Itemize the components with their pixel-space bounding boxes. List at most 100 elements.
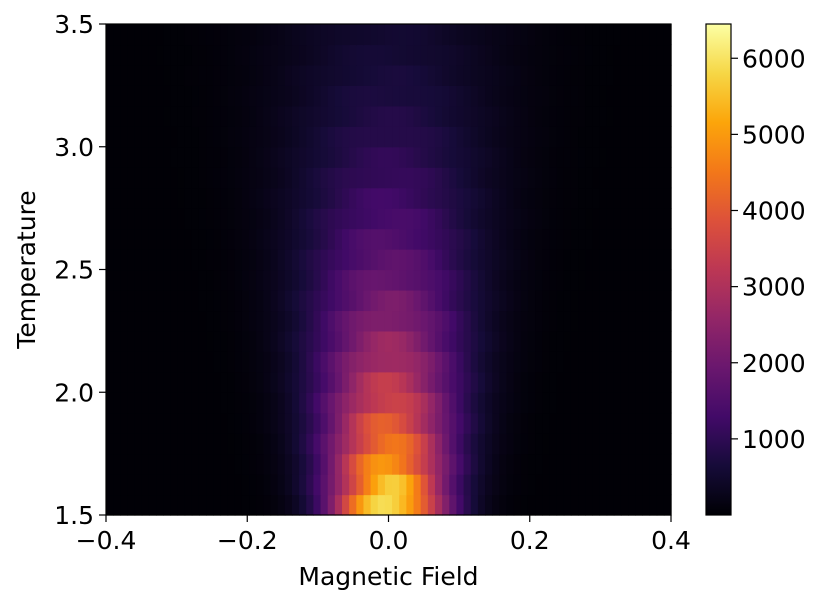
heatmap-cell (563, 44, 572, 66)
heatmap-cell (184, 85, 193, 107)
heatmap-cell (349, 187, 357, 209)
heatmap-cell (327, 208, 336, 230)
heatmap-cell (442, 269, 450, 291)
heatmap-cell (284, 24, 293, 46)
heatmap-cell (213, 249, 222, 271)
heatmap-cell (649, 474, 658, 496)
heatmap-cell (141, 494, 150, 516)
heatmap-cell (556, 371, 565, 393)
heatmap-cell (206, 330, 214, 352)
heatmap-cell (156, 64, 164, 86)
heatmap-cell (399, 412, 407, 434)
heatmap-cell (513, 85, 522, 107)
heatmap-cell (449, 249, 458, 271)
heatmap-cell (349, 208, 357, 230)
heatmap-cell (120, 330, 129, 352)
heatmap-cell (148, 126, 157, 148)
heatmap-cell (499, 269, 508, 291)
heatmap-cell (578, 392, 586, 414)
heatmap-cell (249, 330, 257, 352)
heatmap-cell (613, 494, 622, 516)
heatmap-cell (492, 433, 500, 455)
heatmap-cell (434, 85, 443, 107)
heatmap-cell (463, 269, 472, 291)
heatmap-cell (384, 494, 393, 516)
heatmap-cell (156, 392, 164, 414)
heatmap-cell (620, 167, 629, 189)
heatmap-cell (327, 289, 336, 312)
heatmap-cell (177, 208, 186, 230)
heatmap-cell (592, 412, 601, 434)
heatmap-cell (456, 228, 465, 250)
heatmap-cell (184, 105, 193, 127)
heatmap-cell (477, 494, 486, 516)
heatmap-cell (485, 392, 493, 414)
heatmap-cell (477, 392, 486, 414)
heatmap-cell (134, 412, 143, 434)
heatmap-cell (327, 392, 336, 414)
heatmap-cell (163, 105, 171, 127)
heatmap-cell (113, 167, 121, 189)
heatmap-cell (313, 453, 322, 475)
heatmap-cell (120, 433, 129, 455)
heatmap-cell (570, 392, 579, 414)
heatmap-cell (513, 371, 522, 393)
heatmap-cell (434, 330, 443, 352)
heatmap-cell (549, 330, 558, 352)
heatmap-cell (206, 392, 214, 414)
heatmap-cell (399, 289, 407, 312)
heatmap-cell (320, 412, 329, 434)
heatmap-cell (306, 453, 314, 475)
heatmap-cell (148, 249, 157, 271)
heatmap-cell (470, 371, 479, 393)
heatmap-cell (327, 494, 336, 516)
heatmap-cell (134, 351, 143, 373)
heatmap-cell (220, 310, 229, 332)
heatmap-cell (599, 433, 608, 455)
heatmap-cell (649, 330, 658, 352)
heatmap-cell (291, 105, 300, 127)
heatmap-cell (198, 105, 207, 127)
heatmap-cell (234, 187, 243, 209)
heatmap-cell (299, 146, 307, 168)
heatmap-cell (549, 146, 558, 168)
heatmap-cell (363, 208, 372, 230)
heatmap-cell (156, 412, 164, 434)
heatmap-cell (384, 269, 393, 291)
heatmap-cell (320, 228, 329, 250)
heatmap-cell (334, 330, 343, 352)
heatmap-cell (234, 474, 243, 496)
heatmap-cell (463, 126, 472, 148)
heatmap-cell (191, 208, 200, 230)
heatmap-cell (156, 167, 164, 189)
heatmap-cell (270, 85, 279, 107)
heatmap-cell (113, 187, 121, 209)
heatmap-cell (263, 351, 272, 373)
heatmap-cell (427, 433, 436, 455)
heatmap-cell (434, 494, 443, 516)
heatmap-cell (234, 44, 243, 66)
heatmap-cell (184, 330, 193, 352)
heatmap-cell (620, 371, 629, 393)
heatmap-cell (342, 474, 350, 496)
heatmap-cell (363, 126, 372, 148)
heatmap-cell (363, 167, 372, 189)
heatmap-cell (342, 105, 350, 127)
heatmap-cell (556, 146, 565, 168)
heatmap-cell (120, 167, 129, 189)
heatmap-cell (649, 310, 658, 332)
heatmap-cell (370, 126, 379, 148)
heatmap-cell (585, 351, 593, 373)
heatmap-cell (456, 433, 465, 455)
heatmap-cell (556, 126, 565, 148)
heatmap-cell (613, 228, 622, 250)
heatmap-cell (141, 474, 150, 496)
heatmap-cell (334, 412, 343, 434)
heatmap-cell (649, 412, 658, 434)
heatmap-cell (506, 44, 515, 66)
heatmap-cell (327, 126, 336, 148)
heatmap-cell (384, 289, 393, 312)
heatmap-cell (184, 310, 193, 332)
heatmap-cell (542, 126, 551, 148)
heatmap-cell (427, 228, 436, 250)
